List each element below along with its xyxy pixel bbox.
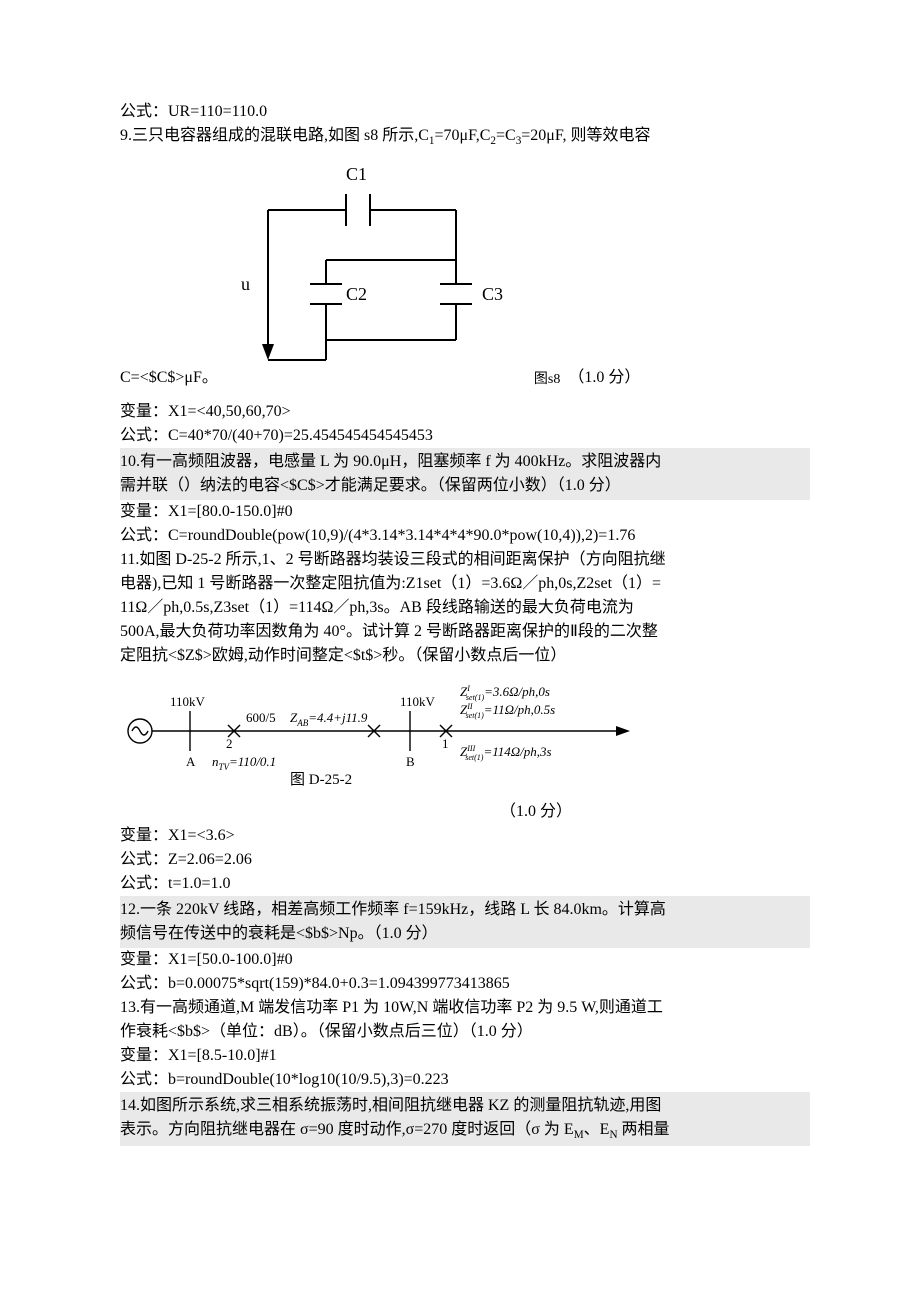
d-ct: 600/5 xyxy=(246,710,276,725)
q9-label-c2: C2 xyxy=(346,284,367,304)
q9-formula: 公式：C=40*70/(40+70)=25.454545454545453 xyxy=(120,424,810,448)
q13-l1: 13.有一高频通道,M 端发信功率 P1 为 10W,N 端收信功率 P2 为 … xyxy=(120,996,810,1020)
q9-stem-c: =C xyxy=(496,127,516,144)
q9-label-c1: C1 xyxy=(346,164,367,184)
q9-stem-b: =70μF,C xyxy=(435,127,491,144)
q12-block: 12.一条 220kV 线路，相差高频工作频率 f=159kHz，线路 L 长 … xyxy=(120,896,810,948)
q11-diagram: 110kV 600/5 ZAB=4.4+j11.9 A 2 nTV=110/0.… xyxy=(120,676,640,796)
q11-diagram-wrap: 110kV 600/5 ZAB=4.4+j11.9 A 2 nTV=110/0.… xyxy=(120,676,810,796)
q9-label-u: u xyxy=(241,274,250,294)
q9-circuit-diagram: u C1 C2 C3 xyxy=(226,150,526,390)
q9-stem-a: 9.三只电容器组成的混联电路,如图 s8 所示,C xyxy=(120,127,429,144)
q14-l2c: 两相量 xyxy=(618,1121,670,1138)
q11-l4: 500A,最大负荷功率因数角为 40°。试计算 2 号断路器距离保护的Ⅱ段的二次… xyxy=(120,620,810,644)
q9-answer-prefix: C=<$C$>μF。 xyxy=(120,366,218,390)
q10-l1: 10.有一高频阻波器，电感量 L 为 90.0μH，阻塞频率 f 为 400kH… xyxy=(120,450,810,474)
q11-var: 变量：X1=<3.6> xyxy=(120,824,810,848)
d-ntv: nTV=110/0.1 xyxy=(212,754,276,772)
q10-l2: 需并联（）纳法的电容<$C$>才能满足要求。（保留两位小数）（1.0 分） xyxy=(120,474,810,498)
d-B: B xyxy=(406,754,415,769)
q10-formula: 公式：C=roundDouble(pow(10,9)/(4*3.14*3.14*… xyxy=(120,524,810,548)
q14-l1: 14.如图所示系统,求三相系统振荡时,相间阻抗继电器 KZ 的测量阻抗轨迹,用图 xyxy=(120,1094,810,1118)
q13-l2: 作衰耗<$b$>（单位：dB）。（保留小数点后三位）（1.0 分） xyxy=(120,1020,810,1044)
q12-l1: 12.一条 220kV 线路，相差高频工作频率 f=159kHz，线路 L 长 … xyxy=(120,898,810,922)
d-A: A xyxy=(186,754,196,769)
d-n1: 1 xyxy=(442,736,449,751)
q12-formula: 公式：b=0.00075*sqrt(159)*84.0+0.3=1.094399… xyxy=(120,972,810,996)
d-n2: 2 xyxy=(226,736,233,751)
q11-points: （1.0 分） xyxy=(120,800,810,824)
d-z3: ZIIIset(1)=114Ω/ph,3s xyxy=(460,744,552,762)
q8-formula: 公式：UR=110=110.0 xyxy=(120,100,810,124)
q12-var: 变量：X1=[50.0-100.0]#0 xyxy=(120,948,810,972)
q9-var: 变量：X1=<40,50,60,70> xyxy=(120,400,810,424)
q11-l2: 电器),已知 1 号断路器一次整定阻抗值为:Z1set（1）=3.6Ω／ph,0… xyxy=(120,572,810,596)
q13-formula: 公式：b=roundDouble(10*log10(10/9.5),3)=0.2… xyxy=(120,1068,810,1092)
q9-label-c3: C3 xyxy=(482,284,503,304)
q14-l2a: 表示。方向阻抗继电器在 σ=90 度时动作,σ=270 度时返回（σ 为 E xyxy=(120,1121,574,1138)
q9-points: （1.0 分） xyxy=(568,366,640,390)
q14-sub1: M xyxy=(574,1129,584,1141)
d-z1: ZIset(1)=3.6Ω/ph,0s xyxy=(460,684,550,702)
q9-fig-label: 图s8 xyxy=(534,369,560,390)
d-zab: ZAB=4.4+j11.9 xyxy=(290,710,368,728)
d-110kv-a: 110kV xyxy=(170,694,206,709)
d-caption: 图 D-25-2 xyxy=(290,771,352,788)
q14-block: 14.如图所示系统,求三相系统振荡时,相间阻抗继电器 KZ 的测量阻抗轨迹,用图… xyxy=(120,1092,810,1146)
q14-l2b: 、E xyxy=(584,1121,610,1138)
q10-block: 10.有一高频阻波器，电感量 L 为 90.0μH，阻塞频率 f 为 400kH… xyxy=(120,448,810,500)
d-z2: ZIIset(1)=11Ω/ph,0.5s xyxy=(460,702,555,720)
d-110kv-b: 110kV xyxy=(400,694,436,709)
q11-f1: 公式：Z=2.06=2.06 xyxy=(120,848,810,872)
q9-stem-d: =20μF, 则等效电容 xyxy=(521,127,650,144)
q11-f2: 公式：t=1.0=1.0 xyxy=(120,872,810,896)
q9-figure-row: C=<$C$>μF。 xyxy=(120,150,810,390)
q13-var: 变量：X1=[8.5-10.0]#1 xyxy=(120,1044,810,1068)
q12-l2: 频信号在传送中的衰耗是<$b$>Np。（1.0 分） xyxy=(120,922,810,946)
q11-l1: 11.如图 D-25-2 所示,1、2 号断路器均装设三段式的相间距离保护（方向… xyxy=(120,548,810,572)
q14-sub2: N xyxy=(609,1129,617,1141)
q14-l2: 表示。方向阻抗继电器在 σ=90 度时动作,σ=270 度时返回（σ 为 EM、… xyxy=(120,1118,810,1144)
q11-l5: 定阻抗<$Z$>欧姆,动作时间整定<$t$>秒。（保留小数点后一位） xyxy=(120,644,810,668)
q9-stem: 9.三只电容器组成的混联电路,如图 s8 所示,C1=70μF,C2=C3=20… xyxy=(120,124,810,150)
q10-var: 变量：X1=[80.0-150.0]#0 xyxy=(120,500,810,524)
q11-l3: 11Ω／ph,0.5s,Z3set（1）=114Ω／ph,3s。AB 段线路输送… xyxy=(120,596,810,620)
